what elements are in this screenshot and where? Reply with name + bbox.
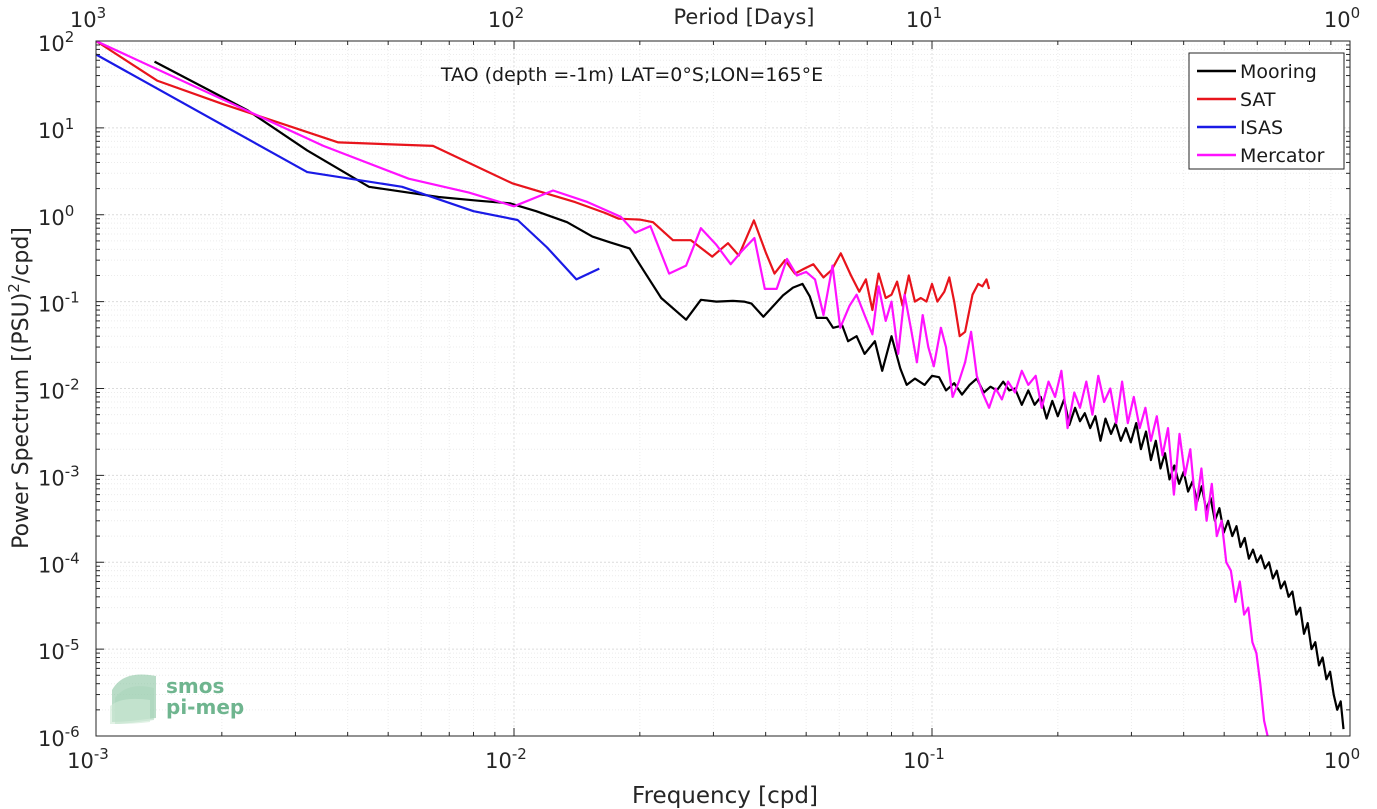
y-tick-label: 10-3 [38, 462, 80, 490]
x-tick-label-base: 10 [67, 749, 94, 773]
top-tick-label-exponent: 0 [1351, 4, 1361, 22]
y-tick-label-base: 10 [38, 380, 65, 404]
series-mooring-line [153, 60, 1345, 730]
y-tick-label-exponent: -3 [65, 462, 80, 480]
y-tick-label-exponent: -4 [65, 549, 80, 567]
top-tick-label-exponent: 3 [97, 4, 107, 22]
y-tick-label-exponent: -5 [65, 636, 80, 654]
y-tick-label-exponent: 1 [65, 115, 75, 133]
legend-label-mooring: Mooring [1240, 61, 1317, 83]
top-tick-label-exponent: 2 [515, 4, 525, 22]
x-tick-label-exponent: 0 [1351, 745, 1361, 763]
series-sat-line [96, 41, 991, 338]
y-axis-label-exponent: 2 [5, 283, 23, 293]
top-tick-label-base: 10 [70, 8, 97, 32]
y-tick-label-base: 10 [38, 32, 65, 56]
y-tick-label-base: 10 [38, 640, 65, 664]
y-tick-label-base: 10 [38, 727, 65, 751]
x-tick-labels: 10-3 10-2 10-1 100 [67, 745, 1360, 773]
y-tick-label-base: 10 [38, 119, 65, 143]
x-tick-label-exponent: -3 [94, 745, 109, 763]
chart-title: TAO (depth =-1m) LAT=0°S;LON=165°E [440, 64, 823, 86]
x-tick-label-base: 10 [1324, 749, 1351, 773]
x-tick-label-base: 10 [903, 749, 930, 773]
series-group [96, 41, 1345, 736]
logo-line2: pi-mep [166, 695, 244, 719]
x-tick-label: 10-3 [67, 745, 109, 773]
y-tick-label-exponent: 0 [65, 202, 75, 220]
y-tick-label-exponent: -6 [65, 723, 80, 741]
y-tick-label: 10-2 [38, 376, 80, 404]
y-tick-label: 10-1 [38, 289, 80, 317]
y-axis-label-main: Power Spectrum [(PSU) [9, 293, 34, 549]
top-tick-labels: 103 102 101 100 [70, 4, 1360, 32]
logo-line1: smos [166, 674, 224, 698]
top-tick-label: 102 [488, 4, 524, 32]
y-tick-label: 102 [38, 28, 74, 56]
x-tick-label-exponent: -1 [930, 745, 945, 763]
legend: Mooring SAT ISAS Mercator [1188, 52, 1345, 170]
y-axis-label: Power Spectrum [(PSU)2/cpd] [5, 227, 34, 549]
y-tick-label: 10-6 [38, 723, 80, 751]
y-tick-label: 100 [38, 202, 74, 230]
top-tick-label-base: 10 [1324, 8, 1351, 32]
x-axis-label: Frequency [cpd] [632, 783, 818, 809]
top-tick-label: 101 [906, 4, 942, 32]
series-mercator-line [96, 41, 1269, 736]
y-tick-label: 101 [38, 115, 74, 143]
tick-marks [95, 40, 1351, 737]
legend-box [1188, 52, 1345, 170]
y-tick-label: 10-5 [38, 636, 80, 664]
y-axis-label-tail: /cpd] [9, 227, 34, 283]
top-tick-label-exponent: 1 [933, 4, 943, 22]
y-tick-label-exponent: 2 [65, 28, 75, 46]
legend-label-isas: ISAS [1240, 117, 1283, 139]
top-tick-label: 100 [1324, 4, 1360, 32]
legend-label-sat: SAT [1240, 89, 1276, 111]
x-tick-label-base: 10 [485, 749, 512, 773]
series-isas-line [96, 53, 600, 281]
y-tick-label-base: 10 [38, 293, 65, 317]
smos-pi-mep-logo: smos pi-mep [110, 674, 244, 724]
y-tick-label-base: 10 [38, 553, 65, 577]
logo-waves-icon [110, 674, 156, 724]
y-tick-label: 10-4 [38, 549, 80, 577]
major-gridlines [95, 41, 1350, 737]
y-tick-label-base: 10 [38, 466, 65, 490]
x-tick-label: 100 [1324, 745, 1360, 773]
y-tick-label-exponent: -1 [65, 289, 80, 307]
x-tick-label-exponent: -2 [512, 745, 527, 763]
top-tick-label: 103 [70, 4, 106, 32]
top-tick-label-base: 10 [906, 8, 933, 32]
y-tick-label-base: 10 [38, 206, 65, 230]
y-tick-label-exponent: -2 [65, 376, 80, 394]
x-tick-label: 10-2 [485, 745, 527, 773]
top-axis-label: Period [Days] [674, 5, 815, 29]
x-tick-label: 10-1 [903, 745, 945, 773]
legend-label-mercator: Mercator [1240, 145, 1325, 167]
top-tick-label-base: 10 [488, 8, 515, 32]
